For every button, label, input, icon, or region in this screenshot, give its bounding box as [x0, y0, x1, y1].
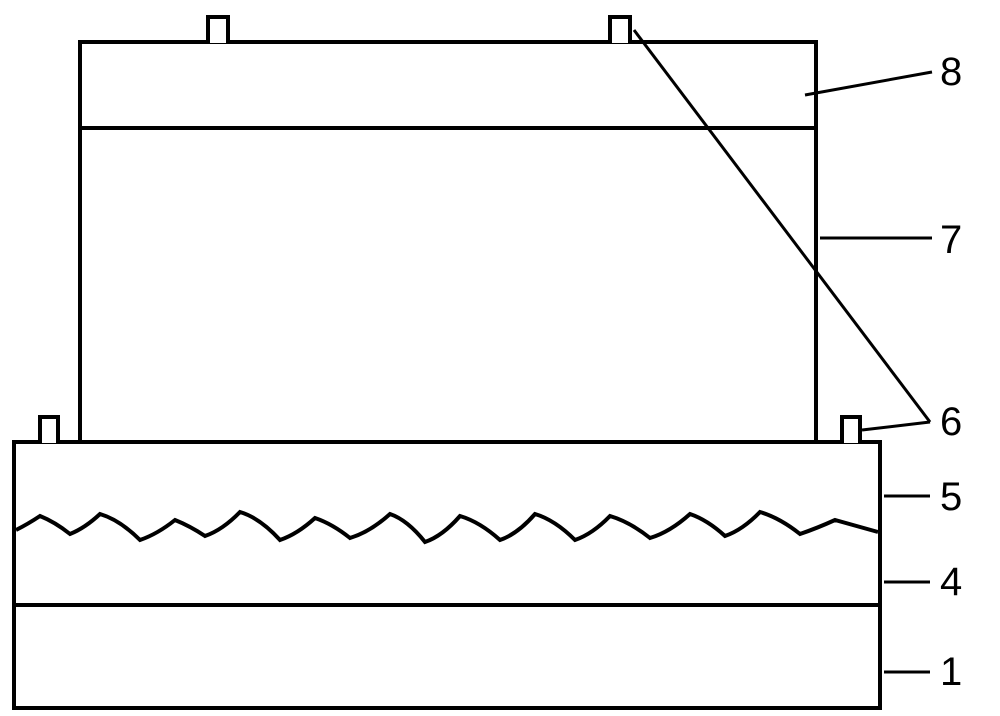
label-7: 7 [940, 218, 962, 263]
label-6: 6 [940, 400, 962, 445]
label-5: 5 [940, 475, 962, 520]
label-4: 4 [940, 560, 962, 605]
leader-8 [805, 72, 932, 95]
label-8: 8 [940, 50, 962, 95]
diagram-root: 8 7 6 5 4 1 [0, 0, 1000, 716]
leader-6a [862, 422, 930, 430]
leader-lines [0, 0, 1000, 716]
leader-6b [634, 30, 930, 422]
label-1: 1 [940, 650, 962, 695]
